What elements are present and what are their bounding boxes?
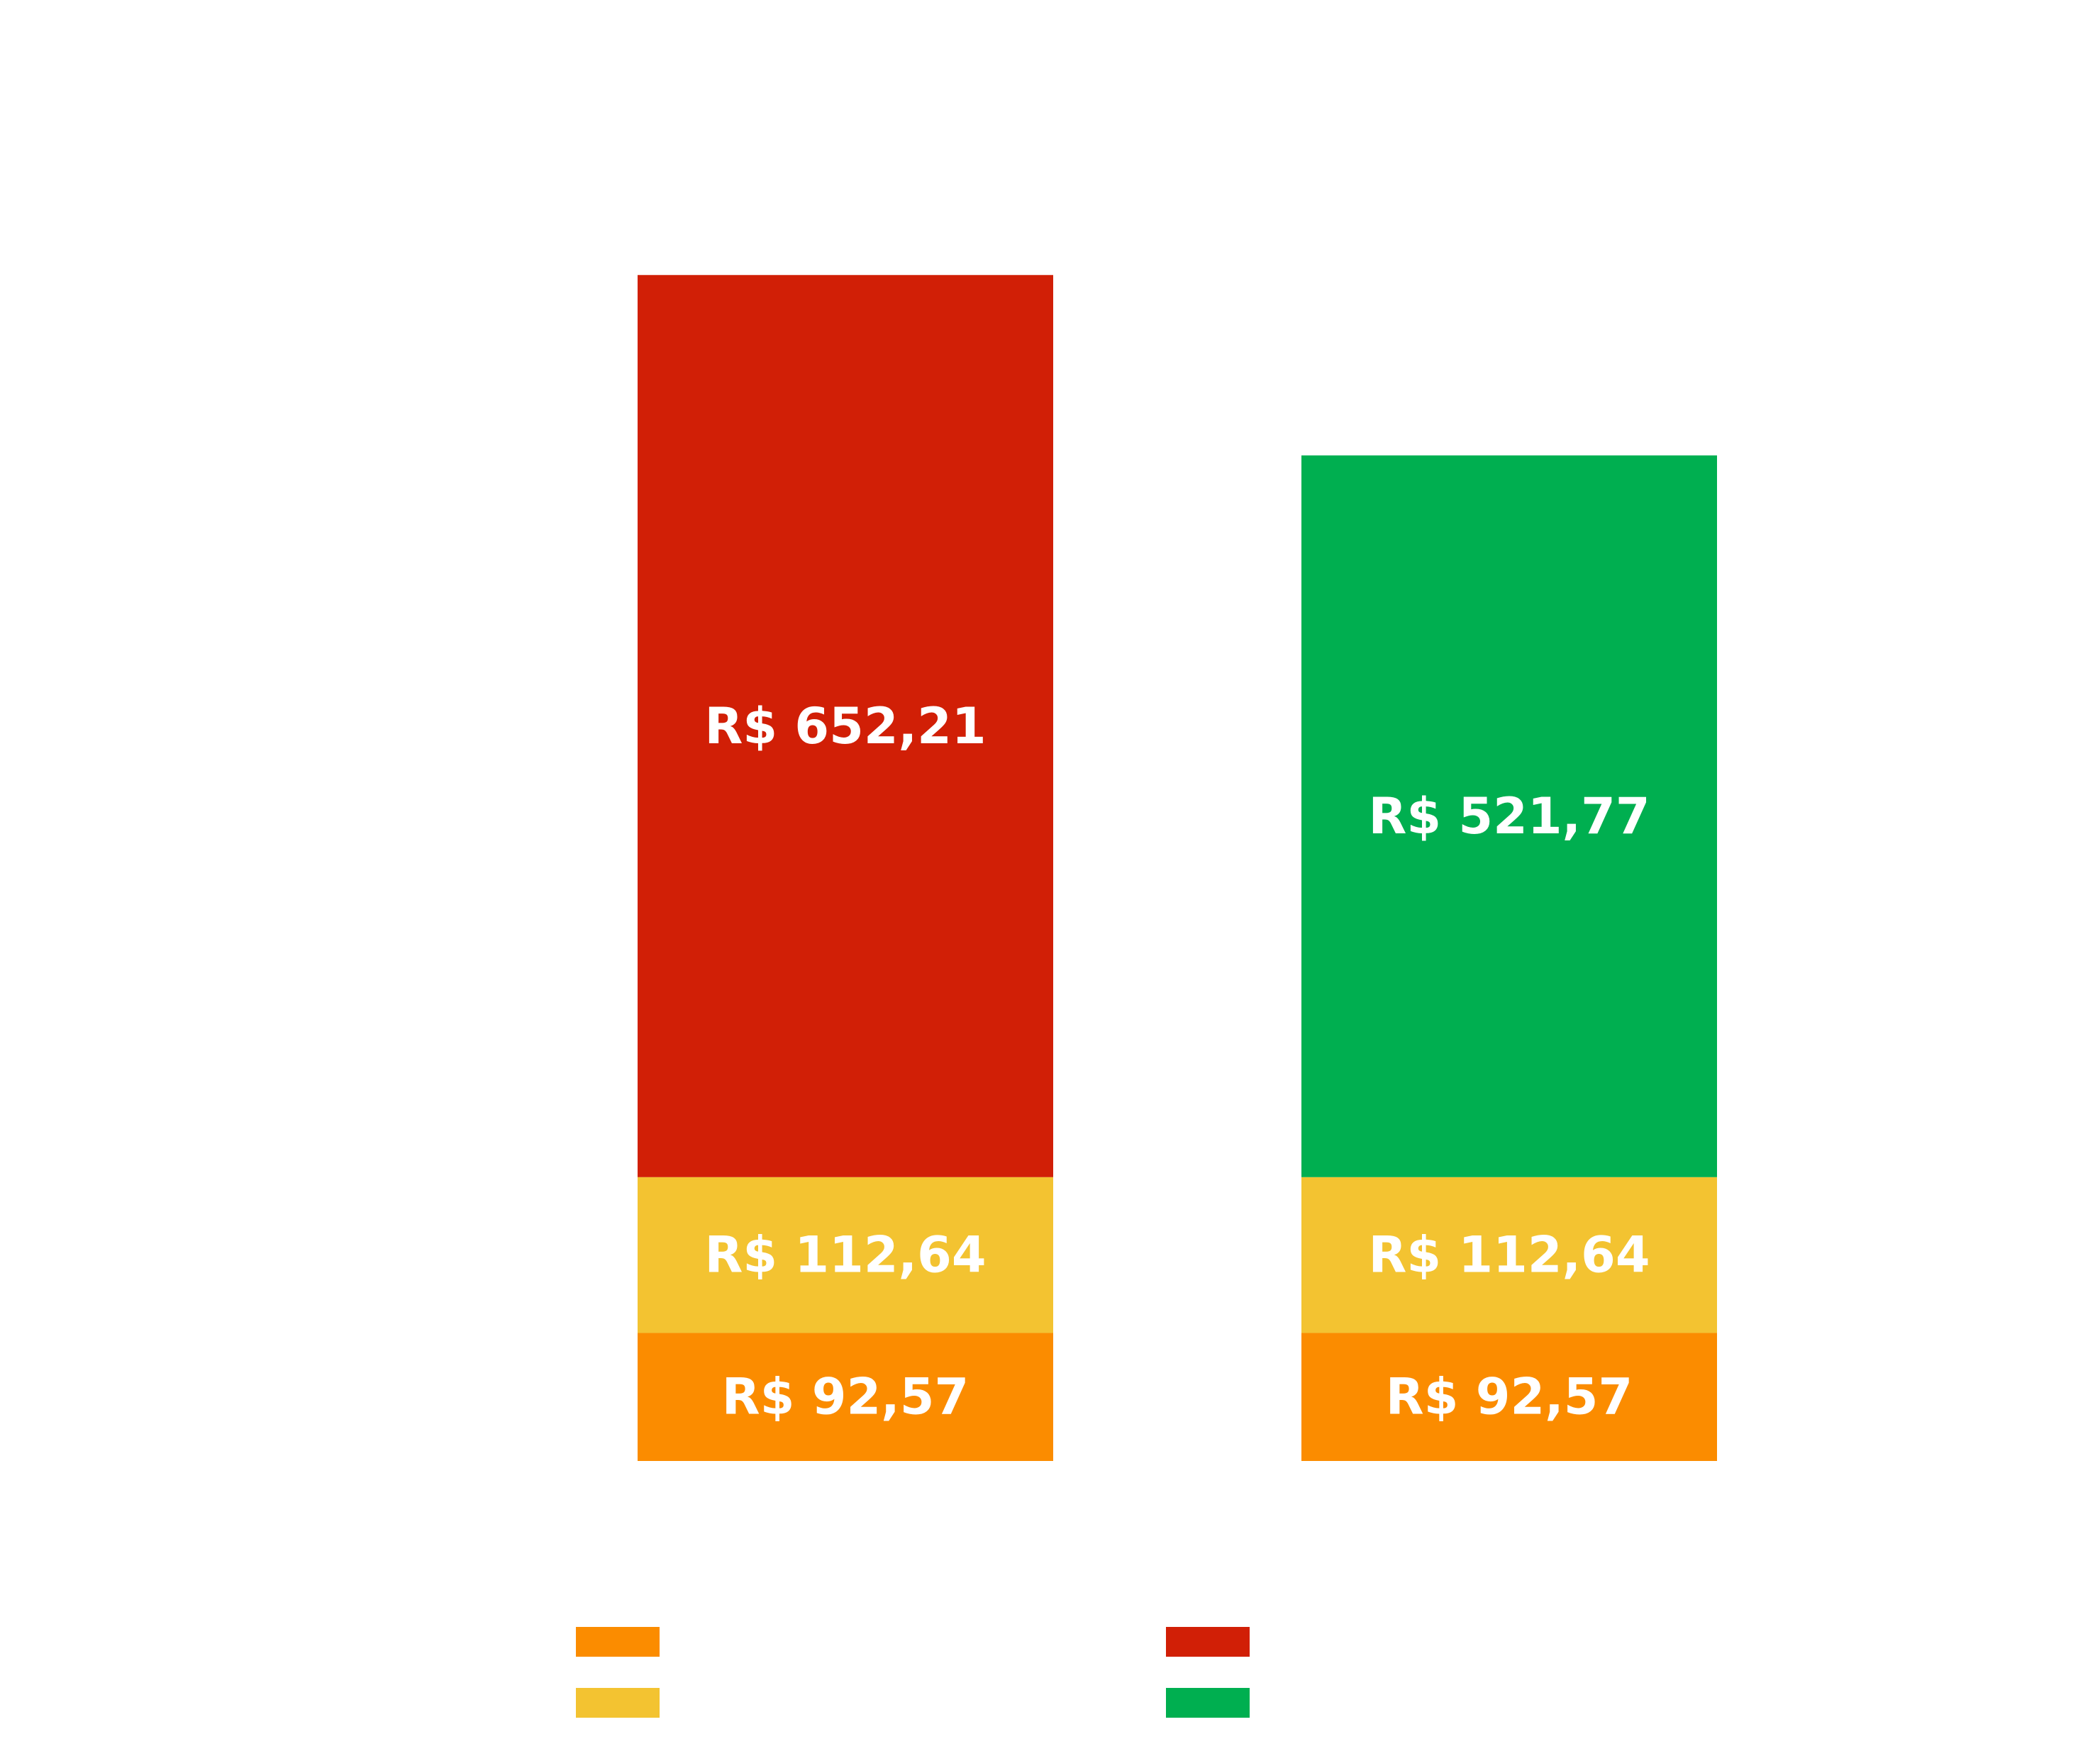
bar-segment-3-1	[1301, 455, 1717, 1177]
bar-segment-2-0	[638, 274, 1053, 1177]
data-label-1-1: R$ 112,64	[1368, 1226, 1650, 1284]
bars-group	[638, 274, 1717, 1461]
data-label-3-1: R$ 521,77	[1368, 787, 1650, 845]
legend-swatch-0	[576, 1627, 660, 1657]
data-label-0-1: R$ 92,57	[1386, 1368, 1633, 1426]
legend-swatch-1	[576, 1688, 660, 1718]
bar-segment-0-1	[1301, 1333, 1717, 1461]
data-label-2-0: R$ 652,21	[704, 697, 986, 755]
legend-swatch-3	[1166, 1688, 1250, 1718]
legend-swatch-2	[1166, 1627, 1250, 1657]
legend	[576, 1627, 1250, 1718]
bar-segment-1-0	[638, 1177, 1053, 1333]
bar-segment-0-0	[638, 1333, 1053, 1461]
data-label-1-0: R$ 112,64	[704, 1226, 986, 1284]
data-label-0-0: R$ 92,57	[722, 1368, 969, 1426]
data-labels-group: R$ 92,57 R$ 92,57 R$ 112,64 R$ 112,64 R$ 652…	[704, 697, 1650, 1426]
bar-segment-1-1	[1301, 1177, 1717, 1333]
